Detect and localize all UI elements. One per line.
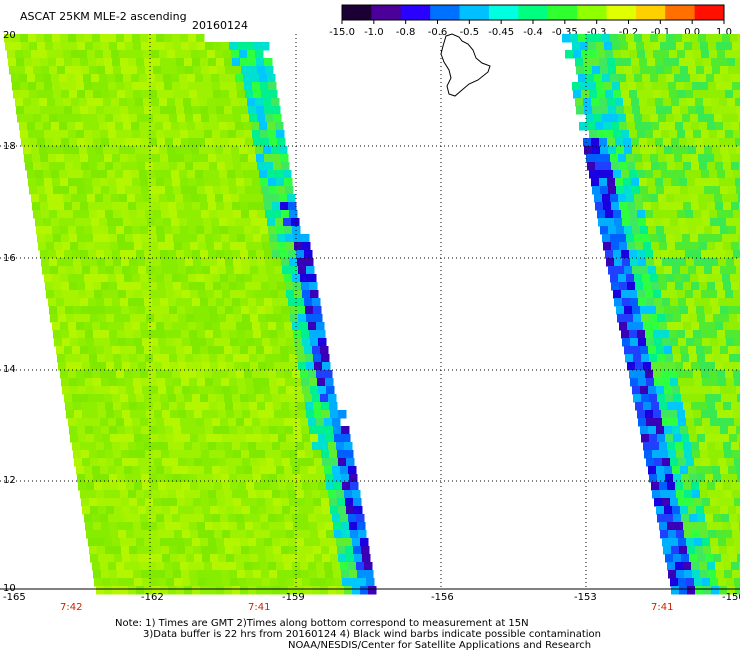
footer-note-line-2: 3)Data buffer is 22 hrs from 20160124 4)… [143,629,601,640]
colorbar-swatch [577,5,607,20]
swath-left [4,34,377,595]
colorbar: -15.0 -1.0 -0.8 -0.6 -0.5 -0.45 -0.4 -0.35 -0.3 -… [329,4,732,38]
colorbar-label: -0.4 [523,27,543,38]
colorbar-label: -0.8 [396,27,416,38]
longitude-labels: -165 -162 -159 -156 -153 -150 [3,592,740,603]
lat-lon-grid [0,34,740,590]
colorbar-swatch [665,5,696,20]
footer-note-line-1: Note: 1) Times are GMT 2)Times along bot… [115,618,529,629]
lon-label: -159 [282,592,305,603]
colorbar-label: -0.35 [552,27,578,38]
colorbar-label: -0.6 [428,27,448,38]
lon-label: -162 [141,592,164,603]
lat-label: 18 [3,141,16,152]
lon-label: -153 [574,592,597,603]
colorbar-label: -0.1 [651,27,671,38]
pass-time-labels: 7:42 7:41 7:41 [60,602,673,613]
latitude-labels: 20 18 16 14 12 10 [3,30,16,594]
colorbar-swatch [635,5,666,20]
colorbar-label: -0.3 [587,27,607,38]
map-date: 20160124 [192,19,248,32]
lat-label: 14 [3,364,16,375]
map-title: ASCAT 25KM MLE-2 ascending [20,10,187,23]
lat-label: 10 [3,583,16,594]
pass-time-label: 7:41 [248,602,270,613]
lat-label: 12 [3,475,16,486]
colorbar-label: 0.0 [684,27,700,38]
colorbar-swatch [488,5,519,20]
colorbar-label: -0.2 [619,27,639,38]
colorbar-swatch [606,5,637,20]
swath-right [562,34,740,595]
colorbar-swatch [459,5,490,20]
colorbar-swatch [430,5,461,20]
lon-label: -165 [3,592,26,603]
lon-label: -156 [431,592,454,603]
colorbar-swatch [694,5,725,20]
colorbar-swatch [371,5,402,20]
lat-label: 20 [3,30,16,41]
colorbar-label: -0.5 [460,27,480,38]
colorbar-label: -15.0 [329,27,355,38]
colorbar-swatch [518,5,549,20]
pass-time-label: 7:41 [651,602,673,613]
colorbar-swatch [547,5,578,20]
footer-credit: NOAA/NESDIS/Center for Satellite Applica… [288,640,591,650]
colorbar-label: -0.45 [488,27,514,38]
colorbar-swatch [342,5,372,20]
colorbar-label: 1.0 [716,27,732,38]
pass-time-label: 7:42 [60,602,82,613]
colorbar-label: -1.0 [364,27,384,38]
lon-label: -150 [722,592,740,603]
lat-label: 16 [3,253,16,264]
hawaii-island-outline [440,33,491,97]
colorbar-swatch [400,5,431,20]
